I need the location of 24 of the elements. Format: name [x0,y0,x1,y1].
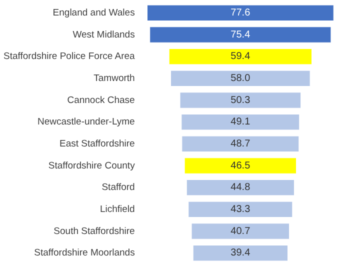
data-label: 50.3 [230,94,251,106]
category-label: Tamworth [94,72,135,84]
category-label: Lichfield [100,204,135,215]
category-label: Staffordshire Moorlands [34,248,136,259]
category-label: Staffordshire County [48,160,136,172]
data-label: 46.5 [230,160,251,172]
data-label: 40.7 [230,226,251,237]
category-label: West Midlands [72,29,136,40]
data-label: 43.3 [230,204,251,215]
category-label: Stafford [102,182,135,194]
data-label: 44.8 [230,182,251,194]
category-label: England and Wales [52,7,136,18]
data-label: 58.0 [230,72,251,84]
data-label: 49.1 [230,116,251,128]
category-label: Cannock Chase [67,94,135,106]
category-label: Newcastle-under-Lyme [38,116,135,128]
data-label: 59.4 [230,51,251,62]
data-label: 75.4 [230,29,251,40]
category-label: East Staffordshire [59,138,135,150]
category-label: Staffordshire Police Force Area [4,51,136,62]
data-label: 39.4 [230,248,251,259]
data-label: 48.7 [230,138,251,150]
data-label: 77.6 [230,7,251,18]
category-label: South Staffordshire [54,226,135,237]
